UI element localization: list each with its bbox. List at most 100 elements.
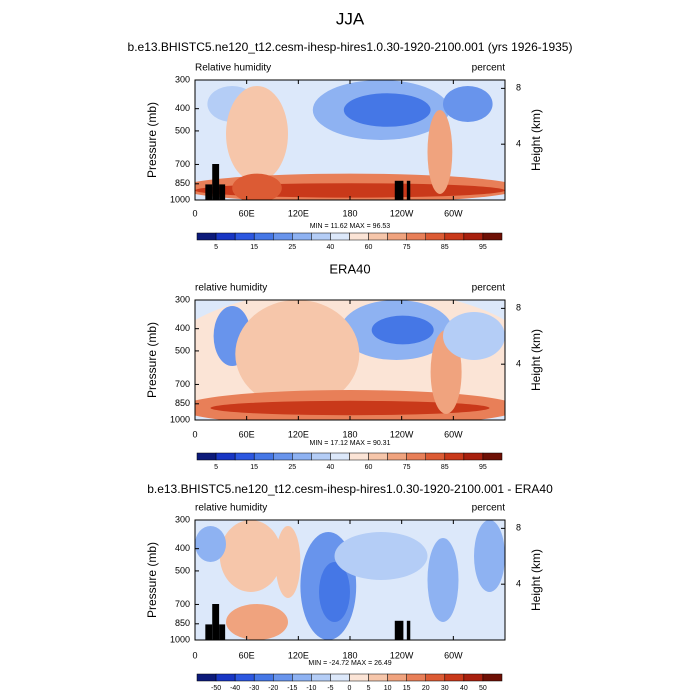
- colorbar-box: [444, 232, 465, 241]
- colorbar-box: [311, 232, 331, 241]
- topography: [394, 180, 404, 200]
- y-tick-label: 300: [175, 74, 190, 84]
- right-label: percent: [472, 283, 506, 294]
- colorbar-box: [463, 452, 484, 461]
- topography: [394, 620, 404, 640]
- colorbar-box: [482, 452, 503, 461]
- contour-field: [195, 80, 505, 200]
- contour-fill: [232, 173, 282, 200]
- colorbar-box: [463, 673, 484, 682]
- x-tick-label: 180: [342, 650, 357, 660]
- x-tick-label: 180: [342, 429, 357, 439]
- colorbar-box: [387, 673, 407, 682]
- y-tick-label: 300: [175, 514, 190, 524]
- colorbar-label: 50: [479, 685, 487, 692]
- colorbar-label: -15: [287, 685, 297, 692]
- panel-title: b.e13.BHISTC5.ne120_t12.cesm-ihesp-hires…: [128, 40, 573, 54]
- x-tick-label: 0: [192, 650, 197, 660]
- colorbar-label: 5: [214, 244, 218, 251]
- topography: [219, 184, 226, 200]
- y-tick-label: 700: [175, 599, 190, 609]
- y-tick-label: 400: [175, 543, 190, 553]
- contour-fill: [474, 520, 505, 592]
- colorbar-label: -50: [211, 685, 221, 692]
- contour-fill: [275, 526, 301, 598]
- y-axis-label: Pressure (mb): [145, 102, 159, 178]
- x-tick-label: 60E: [239, 208, 255, 218]
- topography: [219, 624, 226, 640]
- y-axis-label: Pressure (mb): [145, 542, 159, 618]
- colorbar-label: 95: [479, 244, 487, 251]
- colorbar-label: -30: [249, 685, 259, 692]
- colorbar-label: 0: [348, 685, 352, 692]
- y-tick-label: 850: [175, 618, 190, 628]
- colorbar-box: [330, 452, 350, 461]
- colorbar-label: -20: [268, 685, 278, 692]
- x-tick-label: 180: [342, 208, 357, 218]
- colorbar-label: 25: [288, 464, 296, 471]
- colorbar-label: 40: [460, 685, 468, 692]
- colorbar-box: [387, 452, 407, 461]
- colorbar-box: [253, 673, 274, 682]
- colorbar-box: [425, 452, 446, 461]
- colorbar-box: [330, 673, 350, 682]
- colorbar-label: 75: [403, 464, 411, 471]
- x-tick-label: 120W: [390, 650, 414, 660]
- colorbar-box: [349, 452, 369, 461]
- colorbar-box: [234, 452, 255, 461]
- y-tick-label: 850: [175, 178, 190, 188]
- colorbar-label: 75: [403, 244, 411, 251]
- contour-field: [195, 300, 505, 420]
- y2-tick-label: 8: [516, 523, 521, 533]
- contour-fill: [210, 400, 490, 416]
- colorbar-box: [482, 232, 503, 241]
- colorbar-label: -5: [327, 685, 333, 692]
- contour-fill: [219, 520, 282, 592]
- colorbar-box: [292, 232, 312, 241]
- y2-axis-label: Height (km): [529, 109, 543, 171]
- colorbar-box: [196, 673, 217, 682]
- colorbar-box: [406, 673, 426, 682]
- colorbar-box: [215, 452, 236, 461]
- colorbar-label: 40: [327, 464, 335, 471]
- x-tick-label: 120W: [390, 208, 414, 218]
- x-tick-label: 120E: [288, 429, 309, 439]
- topography: [212, 604, 220, 640]
- colorbar-box: [349, 232, 369, 241]
- contour-fill: [443, 312, 505, 360]
- colorbar-label: 15: [403, 685, 411, 692]
- x-tick-label: 60W: [444, 429, 463, 439]
- colorbar-box: [444, 673, 465, 682]
- colorbar-box: [273, 452, 293, 461]
- y2-axis-label: Height (km): [529, 549, 543, 611]
- colorbar-box: [482, 673, 503, 682]
- colorbar-box: [215, 673, 236, 682]
- contour-fill: [371, 315, 434, 345]
- colorbar-box: [368, 232, 388, 241]
- contour-fill: [195, 526, 226, 562]
- colorbar-label: 20: [422, 685, 430, 692]
- topography: [212, 164, 220, 200]
- y-tick-label: 700: [175, 159, 190, 169]
- y-tick-label: 500: [175, 345, 190, 355]
- colorbar-box: [292, 452, 312, 461]
- colorbar-box: [368, 673, 388, 682]
- y2-tick-label: 4: [516, 359, 521, 369]
- colorbar-box: [406, 452, 426, 461]
- colorbar-box: [368, 452, 388, 461]
- x-tick-label: 120W: [390, 429, 414, 439]
- topography: [406, 620, 411, 640]
- right-label: percent: [472, 503, 506, 514]
- y2-axis-label: Height (km): [529, 329, 543, 391]
- y2-tick-label: 8: [516, 83, 521, 93]
- colorbar-box: [311, 673, 331, 682]
- topography: [205, 624, 213, 640]
- contour-fill: [427, 538, 459, 622]
- colorbar-box: [425, 232, 446, 241]
- colorbar-label: 60: [365, 244, 373, 251]
- colorbar-box: [273, 673, 293, 682]
- colorbar-box: [425, 673, 446, 682]
- topography: [205, 184, 213, 200]
- colorbar-box: [234, 673, 255, 682]
